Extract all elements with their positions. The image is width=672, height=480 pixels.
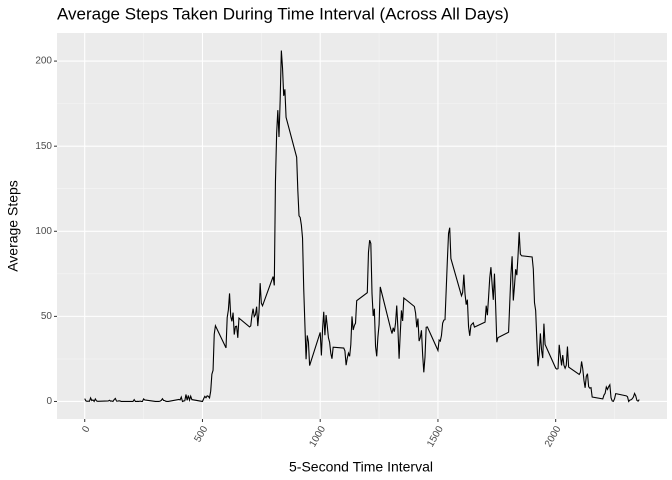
y-tick-label: 150 — [35, 141, 52, 152]
x-tick-label: 500 — [192, 424, 210, 444]
y-axis-title: Average Steps — [5, 180, 21, 272]
chart-title: Average Steps Taken During Time Interval… — [57, 4, 509, 23]
y-tick-label: 50 — [41, 311, 53, 322]
x-tick-label: 0 — [80, 424, 93, 435]
x-axis-title: 5-Second Time Interval — [289, 459, 433, 475]
x-tick-label: 2000 — [543, 424, 564, 449]
x-tick-label: 1500 — [425, 424, 446, 449]
y-tick-label: 200 — [35, 56, 52, 67]
y-tick-label: 100 — [35, 226, 52, 237]
panel — [57, 33, 667, 419]
y-tick-label: 0 — [46, 396, 52, 407]
x-tick-label: 1000 — [307, 424, 328, 449]
line — [84, 50, 640, 403]
